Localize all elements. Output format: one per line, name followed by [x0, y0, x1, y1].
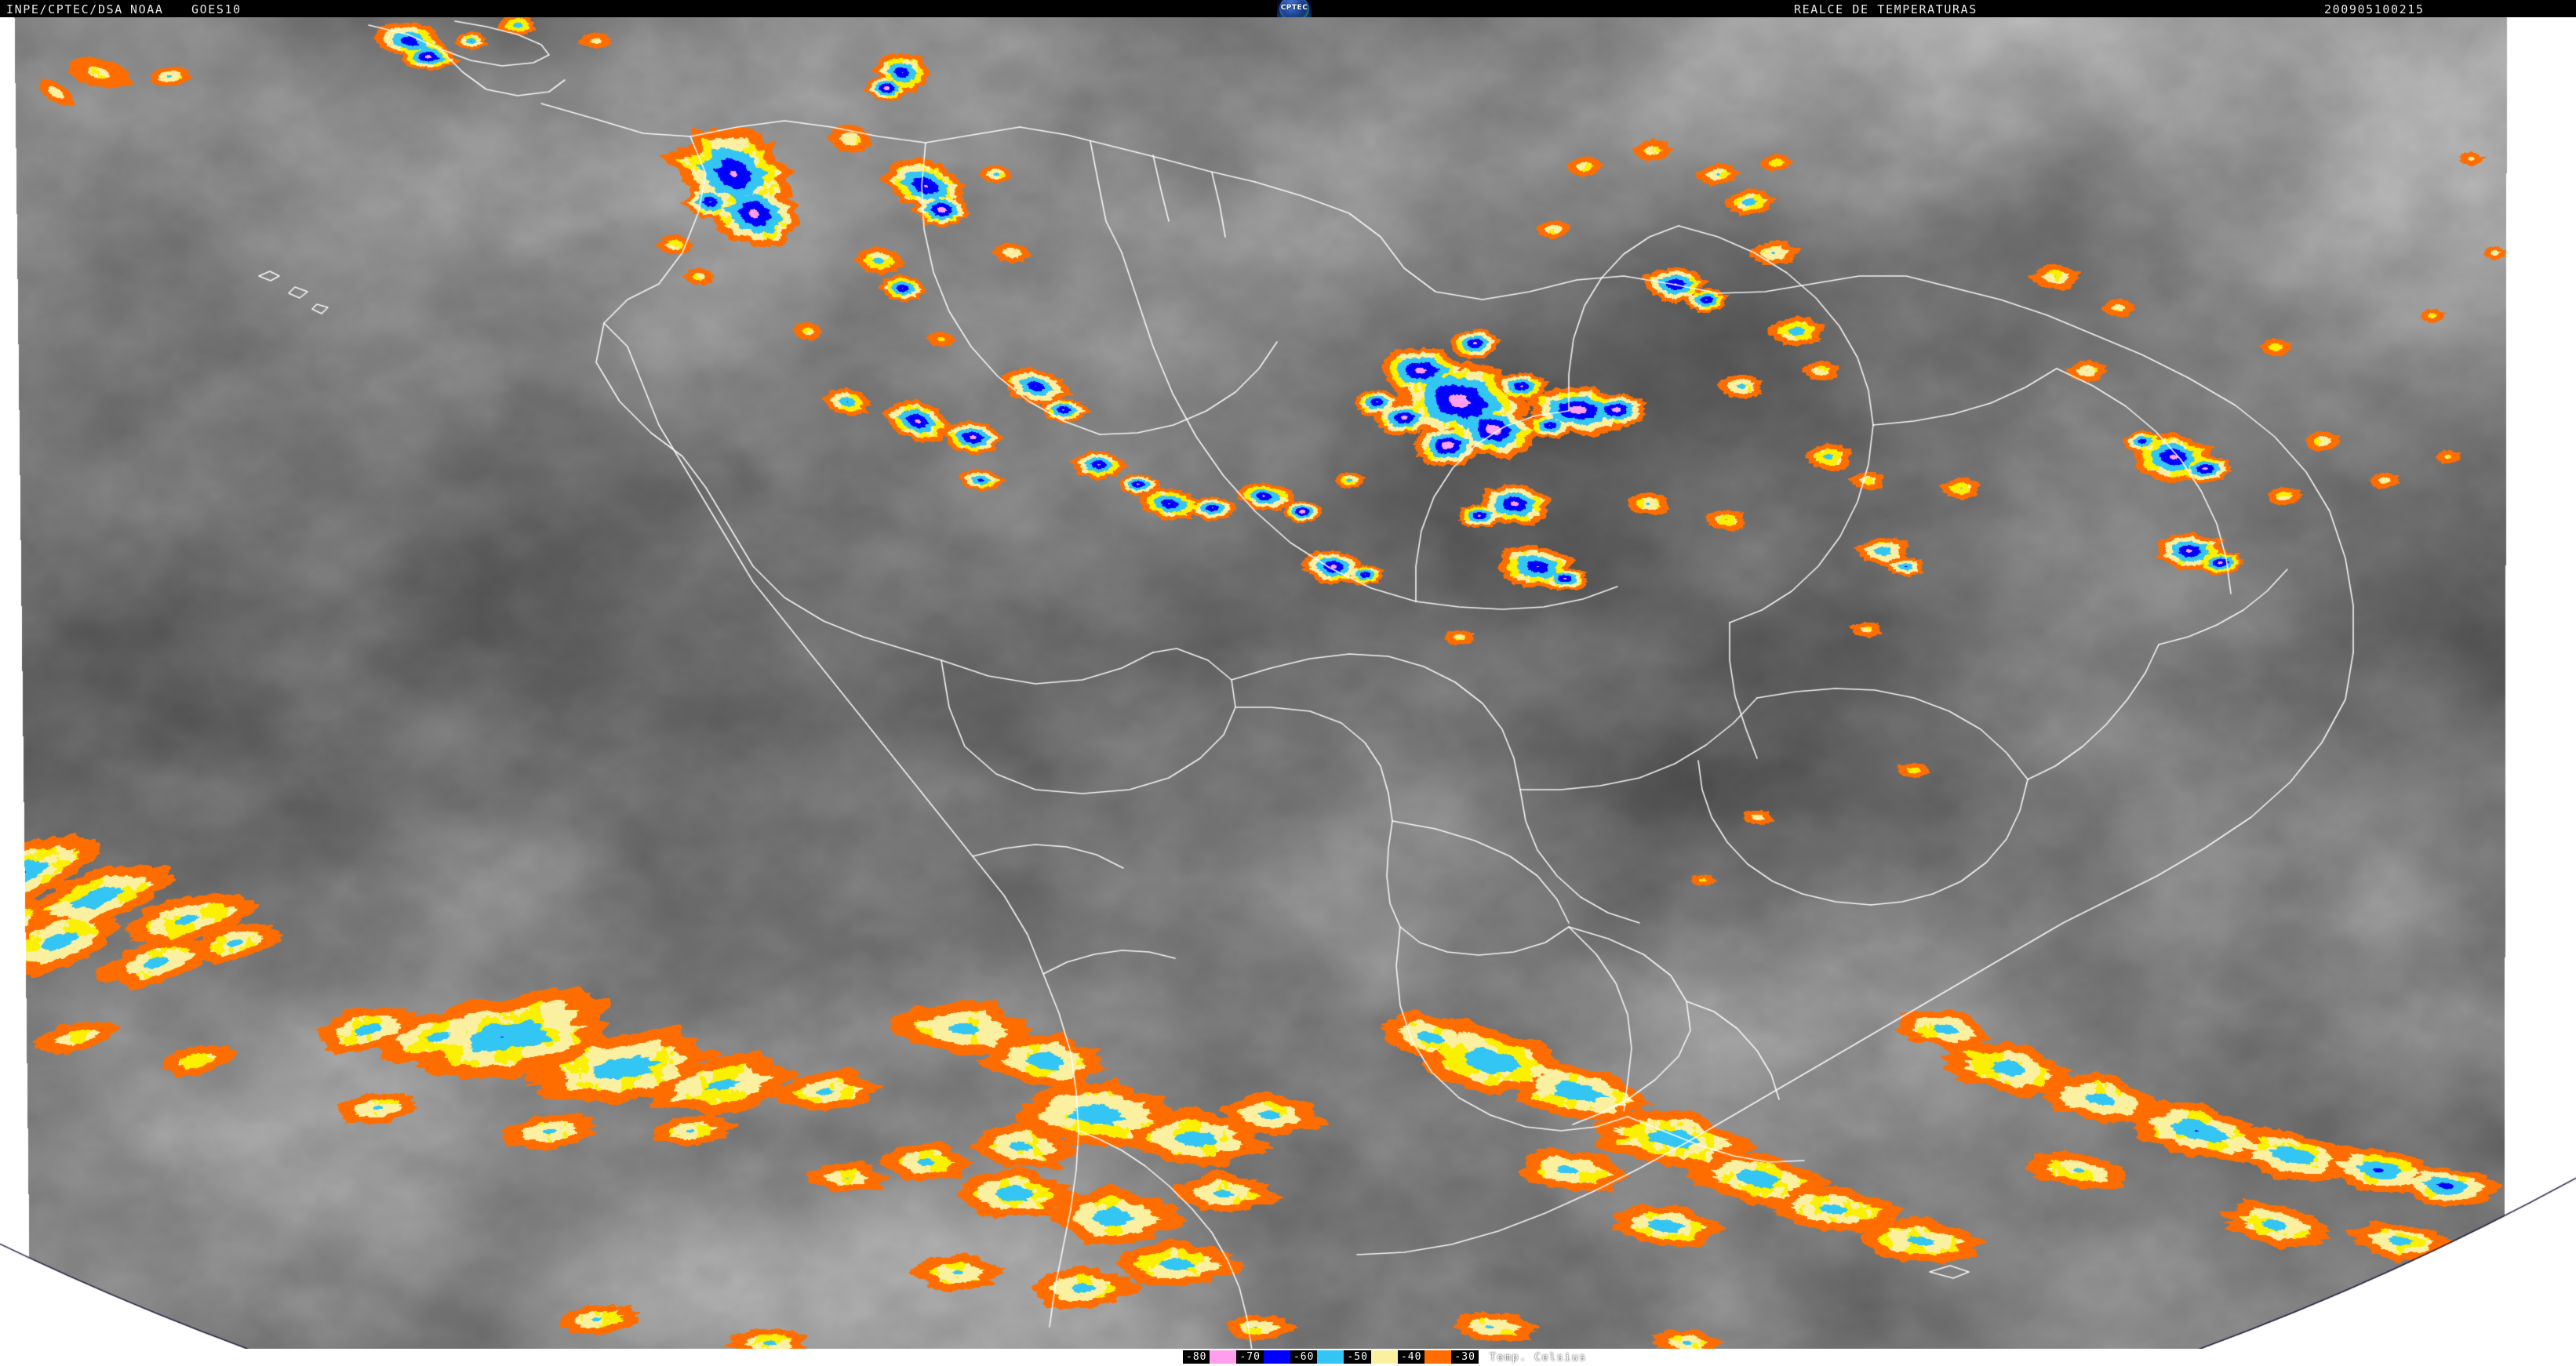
colorbar-yellow-swatch	[1370, 1350, 1398, 1364]
colorbar-blue-swatch	[1263, 1350, 1290, 1364]
colorbar-pink-swatch	[1210, 1350, 1237, 1364]
satellite-label: GOES10	[191, 2, 242, 16]
colorbar-label-minus70: -70	[1236, 1350, 1264, 1364]
colorbar-label-minus40: -40	[1397, 1350, 1425, 1364]
colorbar-orange-swatch	[1424, 1350, 1452, 1364]
agency-label: INPE/CPTEC/DSA	[6, 2, 123, 16]
satellite-infrared-enhanced-image	[0, 17, 2576, 1349]
cptec-logo-text: CPTEC	[1280, 4, 1308, 12]
temperature-colorbar-legend: -80 -70 -60 -50 -40 -30	[1183, 1350, 1479, 1364]
product-title-label: REALCE DE TEMPERATURAS	[1794, 2, 1977, 16]
globe-icon	[1279, 0, 1309, 17]
colorbar-label-minus60: -60	[1290, 1350, 1318, 1364]
source-label: NOAA	[130, 2, 164, 16]
colorbar-label-minus30: -30	[1451, 1350, 1479, 1364]
colorbar-caption: Temp. Celsius	[1489, 1351, 1587, 1364]
cptec-globe-logo-icon: CPTEC	[1277, 0, 1312, 17]
colorbar-label-minus50: -50	[1344, 1350, 1371, 1364]
timestamp-label: 200905100215	[2324, 2, 2425, 16]
colorbar-label-minus80: -80	[1183, 1350, 1210, 1364]
satellite-image-viewport	[0, 17, 2576, 1349]
colorbar-cyan-swatch	[1317, 1350, 1344, 1364]
